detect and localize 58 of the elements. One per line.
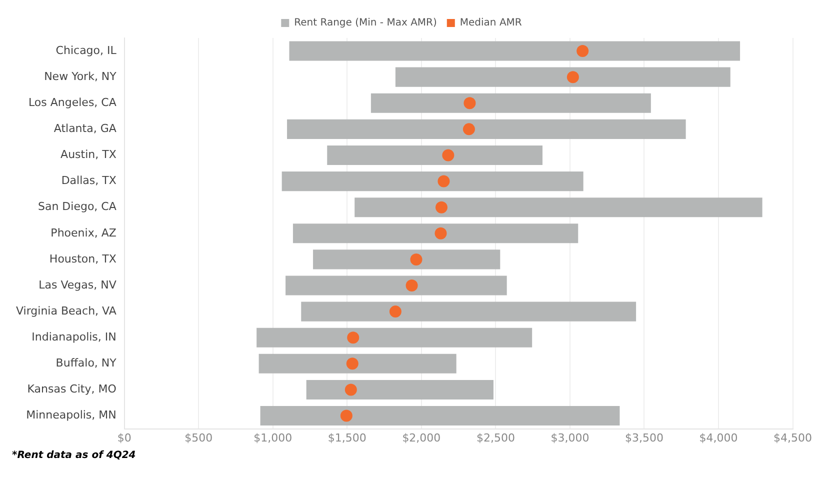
y-tick-label: Dallas, TX bbox=[61, 174, 117, 188]
point bbox=[464, 97, 476, 110]
point bbox=[344, 384, 357, 396]
point bbox=[346, 358, 358, 370]
point bbox=[576, 45, 589, 58]
legend-label: Median AMR bbox=[460, 18, 522, 29]
y-tick-label: Las Vegas, NV bbox=[38, 278, 117, 292]
bar bbox=[313, 250, 500, 270]
bar bbox=[354, 198, 762, 218]
y-tick-label: Kansas City, MO bbox=[27, 382, 117, 396]
y-tick-label: Buffalo, NY bbox=[56, 356, 117, 370]
x-tick-label: $2,500 bbox=[476, 431, 515, 444]
x-tick-label: $1,500 bbox=[328, 431, 366, 444]
point bbox=[406, 280, 418, 292]
y-tick-label: Atlanta, GA bbox=[54, 122, 117, 136]
legend-label: Rent Range (Min - Max AMR) bbox=[294, 18, 437, 29]
y-tick-label: Chicago, IL bbox=[56, 44, 118, 57]
bar bbox=[370, 93, 651, 113]
point bbox=[435, 201, 448, 214]
point bbox=[442, 149, 454, 162]
bar bbox=[292, 224, 578, 244]
bar bbox=[286, 276, 507, 296]
point bbox=[462, 123, 475, 136]
point bbox=[438, 175, 450, 188]
y-tick-label: Phoenix, AZ bbox=[50, 226, 117, 240]
y-tick-label: Indianapolis, IN bbox=[32, 330, 116, 344]
bar bbox=[256, 328, 532, 348]
point bbox=[389, 306, 402, 318]
y-tick-label: San Diego, CA bbox=[38, 200, 117, 214]
point bbox=[566, 71, 579, 84]
bar bbox=[282, 172, 584, 192]
bar bbox=[289, 41, 740, 61]
point bbox=[410, 253, 422, 266]
point bbox=[434, 227, 447, 240]
bar bbox=[287, 119, 686, 139]
y-tick-label: Houston, TX bbox=[49, 252, 117, 266]
point bbox=[340, 410, 352, 422]
point bbox=[347, 332, 360, 344]
bar bbox=[260, 406, 620, 426]
bar bbox=[258, 354, 456, 374]
bar bbox=[301, 302, 636, 322]
x-tick-label: $3,500 bbox=[624, 431, 664, 444]
y-tick-label: Minneapolis, MN bbox=[26, 408, 116, 422]
x-tick-label: $4,500 bbox=[774, 431, 812, 444]
y-tick-label: New York, NY bbox=[44, 70, 117, 83]
bar bbox=[395, 67, 730, 87]
bar bbox=[306, 380, 494, 400]
x-tick-label: $1,000 bbox=[254, 431, 292, 444]
x-tick-label: $500 bbox=[184, 431, 213, 444]
bar bbox=[327, 145, 542, 166]
y-tick-label: Virginia Beach, VA bbox=[16, 304, 117, 318]
x-tick-label: $0 bbox=[117, 431, 132, 444]
x-tick-label: $3,000 bbox=[550, 431, 590, 444]
x-tick-label: $2,000 bbox=[402, 431, 441, 444]
y-tick-label: Austin, TX bbox=[60, 148, 117, 162]
x-tick-label: $4,000 bbox=[699, 431, 738, 444]
y-tick-label: Los Angeles, CA bbox=[28, 96, 117, 109]
text: *Rent data as of 4Q24 bbox=[12, 450, 137, 461]
